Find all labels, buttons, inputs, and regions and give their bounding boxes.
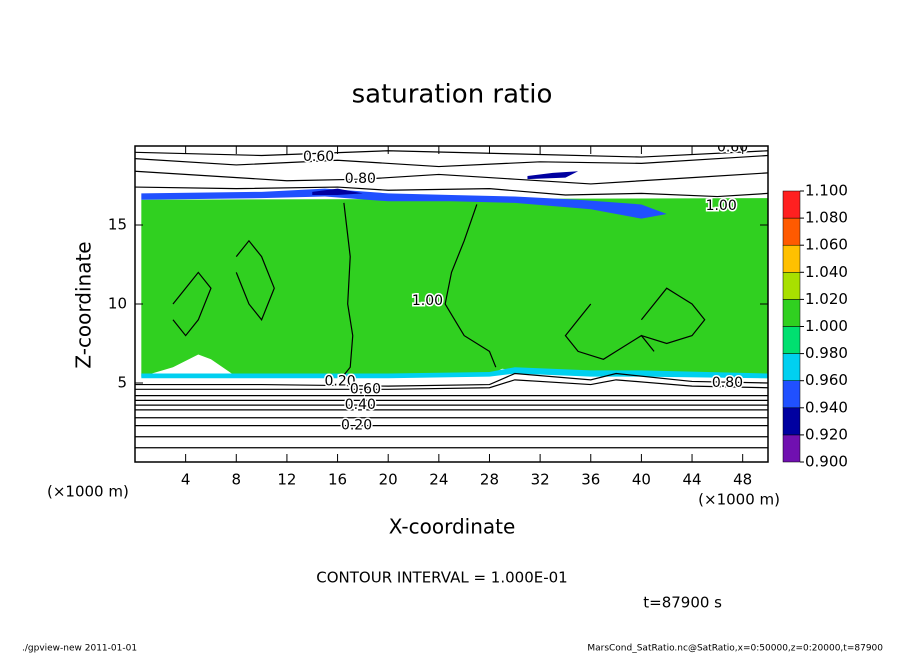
x-tick-label: 4 <box>181 471 191 489</box>
colorbar-segment <box>782 353 801 381</box>
colorbar-label: 1.040 <box>805 263 848 281</box>
x-tick-label: 32 <box>531 471 550 489</box>
contour-line <box>135 154 768 168</box>
colorbar-segment <box>782 299 801 327</box>
colorbar-label: 1.060 <box>805 236 848 254</box>
field-region <box>141 367 768 379</box>
x-tick-label: 48 <box>733 471 752 489</box>
x-tick-label: 12 <box>277 471 296 489</box>
contour-line <box>343 202 354 376</box>
contour-label: 0.60 <box>717 140 748 156</box>
colorbar-label: 0.920 <box>805 425 848 443</box>
x-tick-label: 36 <box>581 471 600 489</box>
x-tick-label: 16 <box>328 471 347 489</box>
colorbar-label: 1.080 <box>805 209 848 227</box>
contour-line <box>444 204 497 368</box>
x-axis-label: X-coordinate <box>389 515 516 539</box>
contour-line <box>135 379 768 390</box>
contour-label: 0.60 <box>350 381 381 397</box>
contour-line <box>135 186 768 198</box>
colorbar-label: 1.100 <box>805 182 848 200</box>
colorbar-segment <box>782 272 801 300</box>
time-label: t=87900 s <box>643 594 722 612</box>
y-axis-unit: (×1000 m) <box>47 483 129 501</box>
contour-label: 0.20 <box>325 373 356 389</box>
x-tick-label: 44 <box>682 471 701 489</box>
contour-interval: CONTOUR INTERVAL = 1.000E-01 <box>316 569 567 587</box>
x-tick-label: 40 <box>632 471 651 489</box>
contour-line <box>135 372 768 387</box>
field-region <box>312 188 363 195</box>
colorbar-segment <box>782 407 801 436</box>
colorbar-label: 0.960 <box>805 371 848 389</box>
y-axis-label: Z-coordinate <box>72 241 96 368</box>
colorbar-label: 1.020 <box>805 290 848 308</box>
contour-label: 0.80 <box>345 171 376 187</box>
contour-label: 1.00 <box>706 198 737 214</box>
colorbar-label: 1.000 <box>805 317 848 335</box>
contour-line <box>640 287 706 345</box>
field-region <box>141 188 667 219</box>
colorbar-segment <box>782 326 801 354</box>
x-axis-unit: (×1000 m) <box>698 491 780 509</box>
colorbar-label: 0.900 <box>805 453 848 471</box>
colorbar-label: 0.940 <box>805 398 848 416</box>
contour-label: 0.60 <box>303 149 334 165</box>
colorbar-segment <box>782 217 801 246</box>
colorbar-segment <box>782 380 801 409</box>
contour-line <box>135 150 768 158</box>
colorbar-segment <box>782 434 801 463</box>
contour-line <box>172 271 212 337</box>
contour-label: 0.80 <box>712 375 743 391</box>
plot-area: 0.600.800.601.001.000.200.600.400.200.80 <box>135 140 768 449</box>
x-tick-label: 20 <box>379 471 398 489</box>
contour-line <box>235 239 275 321</box>
contour-line <box>135 170 768 185</box>
footer-left: ./gpview-new 2011-01-01 <box>22 644 137 654</box>
x-tick-label: 28 <box>480 471 499 489</box>
colorbar-segment <box>782 244 801 273</box>
colorbar-label: 0.980 <box>805 344 848 362</box>
x-tick-label: 8 <box>232 471 242 489</box>
y-tick-label: 10 <box>108 295 127 313</box>
x-tick-label: 24 <box>429 471 448 489</box>
colorbar-segment <box>782 190 801 219</box>
footer-right: MarsCond_SatRatio.nc@SatRatio,x=0:50000,… <box>587 644 883 654</box>
y-tick-label: 5 <box>117 374 127 392</box>
contour-line <box>564 303 655 360</box>
contour-label: 0.40 <box>345 397 376 413</box>
contour-label: 1.00 <box>412 293 443 309</box>
y-tick-label: 15 <box>108 216 127 234</box>
field-region <box>527 171 579 180</box>
contour-label: 0.20 <box>341 418 372 434</box>
chart-title: saturation ratio <box>352 80 553 110</box>
field-region <box>141 198 768 379</box>
